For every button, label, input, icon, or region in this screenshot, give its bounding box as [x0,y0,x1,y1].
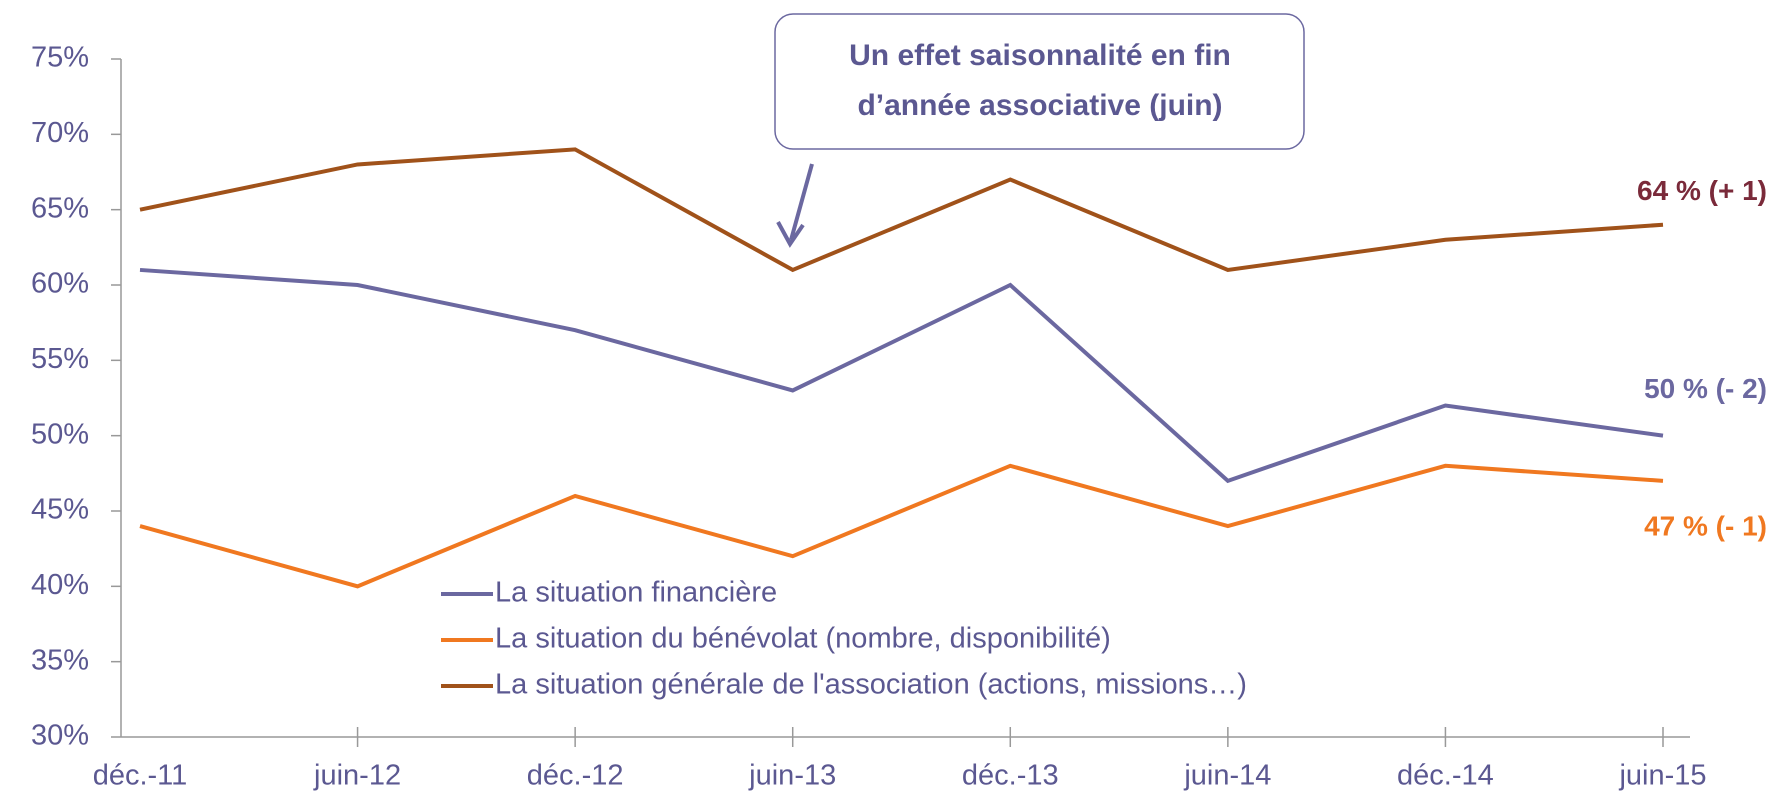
legend-label: La situation du bénévolat (nombre, dispo… [495,623,1111,655]
callout-text: Un effet saisonnalité en fin [849,39,1231,72]
x-tick-label: déc.-13 [962,760,1059,792]
x-tick-label: juin-12 [313,760,401,792]
x-tick-label: juin-14 [1183,760,1271,792]
y-tick-label: 30% [31,720,89,752]
end-label: 50 % (- 2) [1644,373,1767,404]
callout-arrow [789,163,814,241]
x-tick-label: déc.-12 [527,760,624,792]
legend-label: La situation financière [495,577,777,609]
callout-arrowhead [776,221,805,248]
end-label: 64 % (+ 1) [1637,175,1767,206]
x-tick-label: juin-15 [1618,760,1706,792]
y-tick-label: 35% [31,644,89,676]
y-tick-label: 45% [31,494,89,526]
y-tick-label: 65% [31,192,89,224]
y-tick-label: 60% [31,268,89,300]
callout-box [774,13,1305,150]
x-tick-label: juin-13 [748,760,836,792]
end-label: 47 % (- 1) [1644,510,1767,541]
series-line [139,267,1664,484]
y-tick-label: 50% [31,418,89,450]
series-line [139,463,1664,589]
x-tick-label: déc.-11 [93,760,188,792]
x-tick-label: déc.-14 [1397,760,1494,792]
y-tick-label: 75% [31,42,89,74]
legend-label: La situation générale de l'association (… [495,669,1247,701]
y-tick-label: 40% [31,569,89,601]
callout-text: d’année associative (juin) [857,89,1222,122]
y-tick-label: 55% [31,343,89,375]
series-line [139,147,1664,273]
y-tick-label: 70% [31,117,89,149]
